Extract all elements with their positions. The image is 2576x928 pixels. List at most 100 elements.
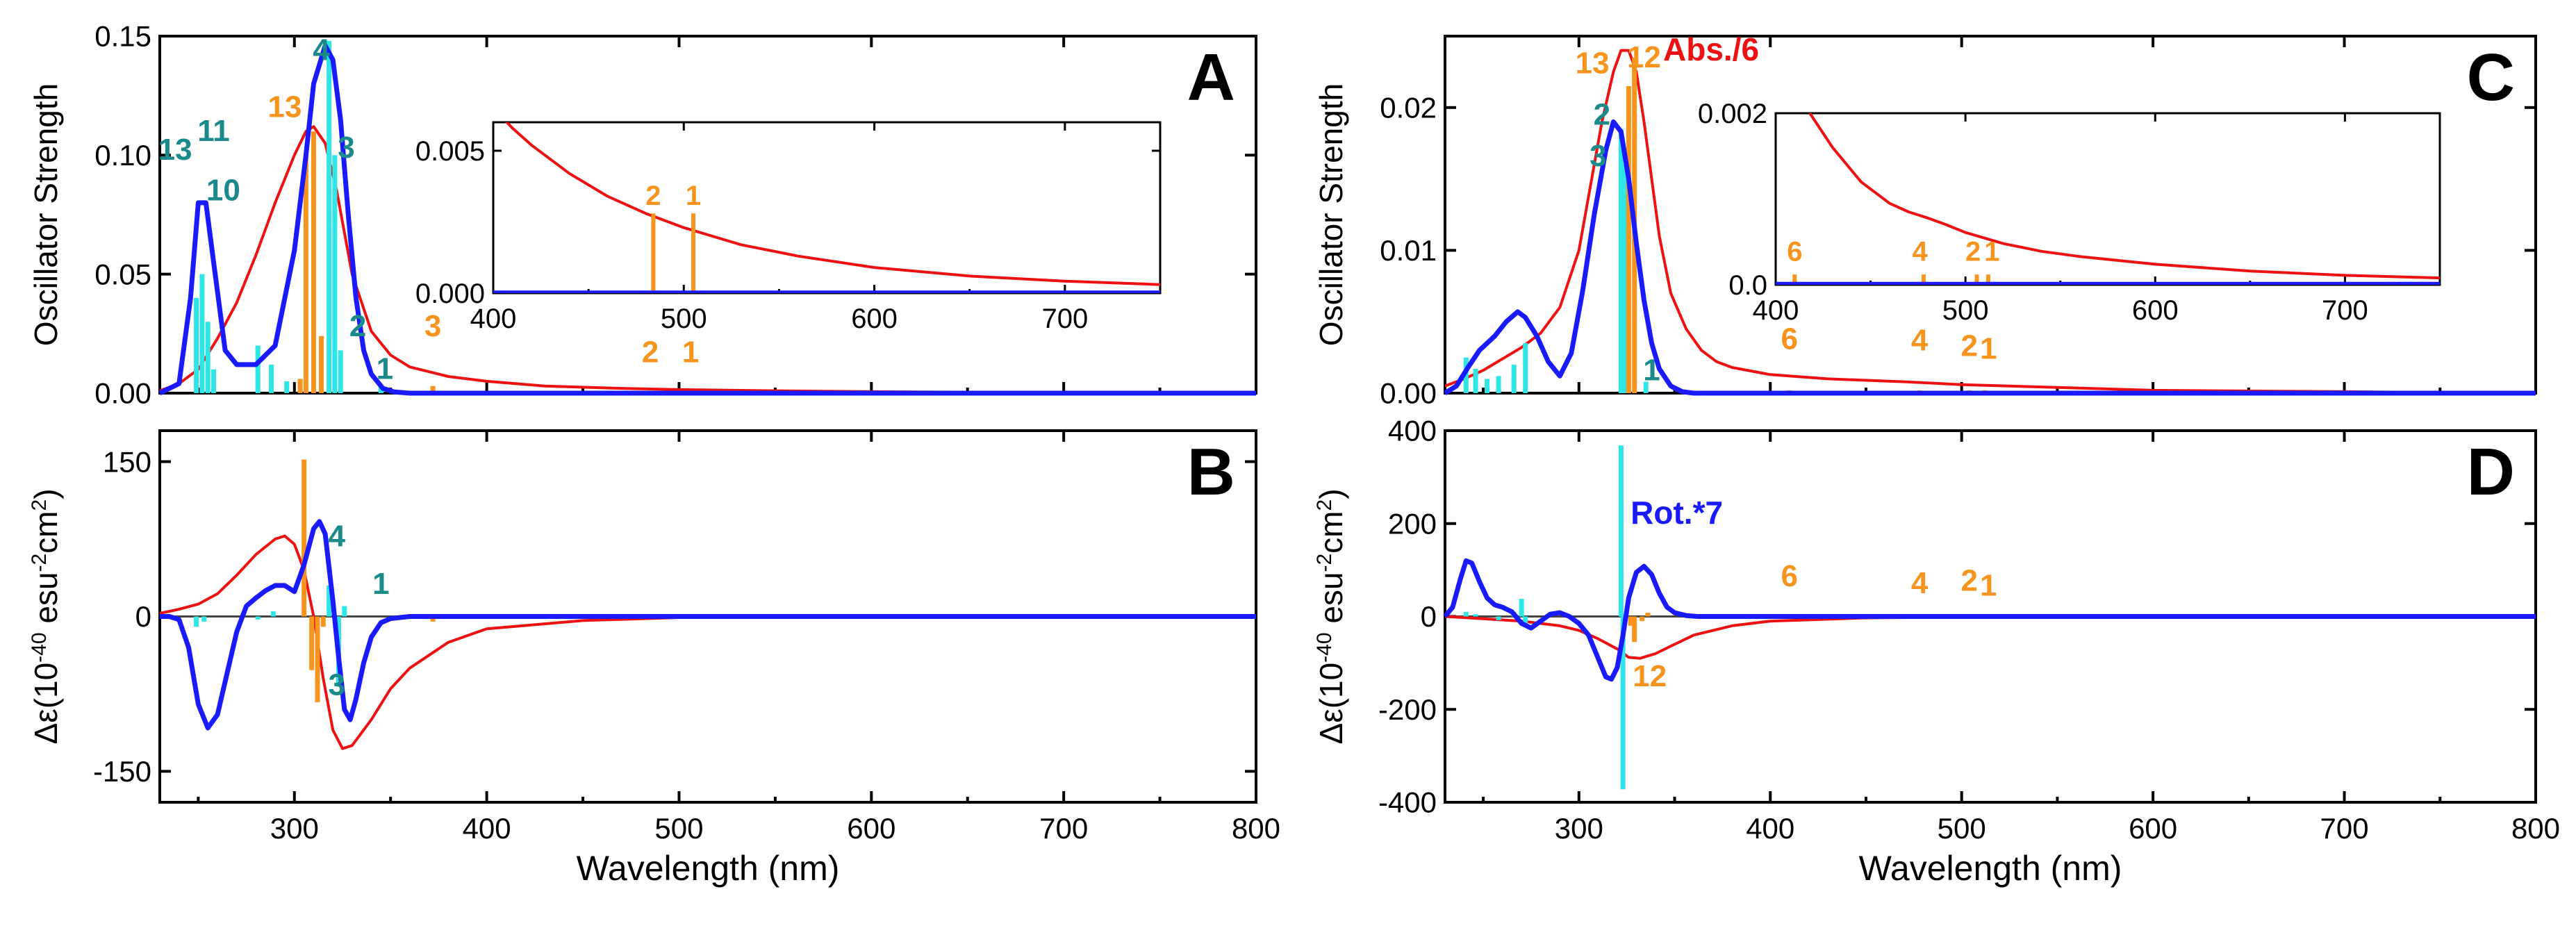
transition-label: 1: [1643, 353, 1660, 387]
y-axis-label-part: Δε(10: [28, 663, 64, 745]
y-tick-label: -400: [1378, 786, 1437, 819]
y-tick-label: 0.15: [94, 20, 151, 53]
y-tick-label: 0.002: [1698, 99, 1767, 129]
x-tick-label: 400: [463, 812, 511, 845]
y-tick-label: 0.00: [1380, 377, 1437, 410]
y-axis-label-part: esu: [1313, 572, 1349, 633]
y-axis-label: Δε(10-40 esu-2cm2): [1313, 488, 1350, 744]
series-red-line: [504, 122, 1160, 286]
transition-label: 13: [1576, 46, 1610, 80]
y-axis-label-part: -40: [28, 632, 51, 662]
x-tick-label: 700: [2322, 295, 2368, 326]
x-tick-label: 800: [2511, 812, 2560, 845]
series-blue-line: [1443, 558, 2536, 682]
inset-plot: 400 500 600 700 0.000 0.005 2 1: [415, 121, 1162, 334]
y-tick-label: 0.05: [94, 258, 151, 290]
transition-label: 1: [377, 351, 393, 386]
transition-label: 1: [1980, 568, 1997, 602]
y-tick-label: -150: [93, 755, 151, 788]
transition-label: 2: [642, 335, 659, 369]
transition-label: 4: [1911, 323, 1929, 357]
y-axis-label-part: Δε(10: [1313, 663, 1349, 745]
y-tick-label: 0.02: [1380, 92, 1437, 124]
y-axis-label-part: 2: [28, 499, 51, 511]
y-axis-label-part: ): [1313, 488, 1349, 499]
x-tick-label: 600: [2129, 812, 2177, 845]
x-tick-label: 600: [851, 304, 898, 334]
transition-label: 13: [267, 90, 302, 124]
x-tick-label: 400: [1753, 295, 1799, 326]
panel-letter: D: [2467, 435, 2515, 509]
panel-b: 300 400 500 600 700 800 -150 0 150 41 3 B Δε(10-40 e…: [28, 429, 1280, 888]
y-axis-label: Oscillator Strength: [1313, 83, 1349, 346]
inset-background: [1774, 112, 2441, 286]
transition-label: 6: [1787, 236, 1802, 267]
x-tick-label: 500: [1938, 812, 1986, 845]
y-axis-label-part: -40: [1313, 632, 1336, 662]
series-red-line: [1808, 113, 2440, 280]
y-axis-label: Δε(10-40 esu-2cm2): [28, 488, 65, 744]
transition-label: 12: [1627, 40, 1661, 74]
x-tick-label: 400: [1746, 812, 1794, 845]
transition-label: 4: [313, 33, 330, 67]
x-tick-label: 400: [470, 304, 517, 334]
y-tick-label: 0.000: [415, 279, 485, 309]
x-axis-label: Wavelength (nm): [577, 849, 840, 888]
y-tick-label: 0.10: [94, 139, 151, 172]
transition-label: 10: [206, 173, 240, 207]
y-axis-label-part: -2: [28, 554, 51, 572]
y-tick-label: 0.005: [415, 136, 485, 167]
y-axis-label-part: 2: [1313, 499, 1336, 511]
transition-label: 4: [328, 519, 345, 553]
x-tick-label: 600: [847, 812, 895, 845]
series-label: Rot.*7: [1630, 495, 1723, 531]
series-red-line: [1444, 615, 2536, 660]
x-tick-label: 500: [661, 304, 707, 334]
transition-label: 4: [1911, 566, 1929, 600]
series-red-line: [159, 534, 1257, 750]
y-axis-label-part: -2: [1313, 554, 1336, 572]
x-tick-label: 800: [1232, 812, 1280, 845]
y-tick-label: 200: [1388, 507, 1437, 540]
transition-label: 3: [424, 309, 441, 343]
panel-letter: C: [2467, 40, 2515, 115]
x-tick-label: 500: [1942, 295, 1989, 326]
y-axis-label: Oscillator Strength: [28, 83, 64, 346]
y-axis-label-part: esu: [28, 572, 64, 633]
series-blue-line: [160, 519, 1256, 731]
x-tick-label: 700: [1041, 304, 1088, 334]
y-tick-label: 0.00: [94, 377, 151, 410]
transition-label: 2: [1965, 236, 1981, 267]
transition-label: 1: [686, 181, 701, 211]
series-label: Abs./6: [1663, 31, 1759, 67]
transition-label: 13: [158, 133, 192, 167]
series-blue-line: [1444, 119, 2536, 396]
panel-letter: A: [1187, 40, 1235, 115]
transition-label: 12: [1633, 659, 1667, 693]
transition-label: 3: [1590, 139, 1606, 173]
inset-background: [492, 121, 1162, 295]
transition-label: 2: [645, 181, 661, 211]
panel-letter: B: [1187, 435, 1235, 509]
transition-label: 2: [1594, 97, 1610, 131]
transition-label: 1: [682, 335, 699, 369]
y-tick-label: 400: [1388, 415, 1437, 447]
x-tick-label: 300: [270, 812, 319, 845]
x-tick-label: 300: [1555, 812, 1603, 845]
y-tick-label: 0: [1421, 600, 1437, 633]
x-tick-label: 700: [1039, 812, 1088, 845]
transition-label: 11: [197, 114, 230, 148]
transition-label: 4: [1912, 236, 1928, 267]
y-tick-label: 0: [135, 600, 151, 633]
y-tick-label: 0.01: [1380, 234, 1437, 267]
y-tick-label: 0.0: [1728, 270, 1767, 301]
transition-label: 1: [372, 567, 389, 601]
transition-label: 2: [1960, 329, 1977, 363]
transition-label: 1: [1984, 236, 1999, 267]
transition-label: 6: [1781, 322, 1798, 356]
